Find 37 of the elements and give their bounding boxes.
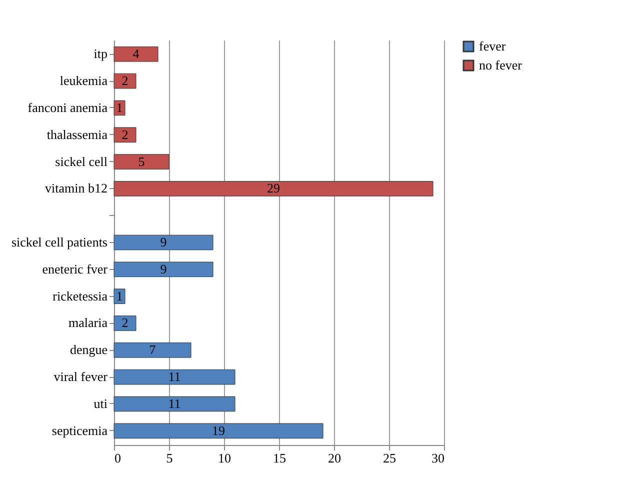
data-label: 4 xyxy=(132,46,140,62)
y-tick-label: eneteric fver xyxy=(42,261,108,276)
y-tick-label: malaria xyxy=(68,315,108,330)
y-tick-label: fanconi anemia xyxy=(28,100,108,115)
data-label: 1 xyxy=(116,100,123,115)
data-label: 1 xyxy=(116,288,123,304)
legend-label: no fever xyxy=(479,58,523,72)
data-label: 11 xyxy=(168,369,181,384)
data-label: 2 xyxy=(122,126,128,142)
x-tick-label: 10 xyxy=(218,450,231,466)
y-tick-label: vitamin b12 xyxy=(45,180,108,196)
x-tick-label: 15 xyxy=(273,450,286,466)
data-label: 2 xyxy=(122,315,128,330)
data-label: 9 xyxy=(160,261,167,276)
y-tick-label: septicemia xyxy=(52,422,108,438)
y-tick-label: leukemia xyxy=(60,73,108,88)
data-label: 11 xyxy=(168,396,181,411)
x-tick-label: 30 xyxy=(432,450,444,466)
y-tick-label: sickel cell xyxy=(55,154,108,169)
legend-label: fever xyxy=(479,38,506,54)
y-tick-label: viral fever xyxy=(54,369,108,384)
y-tick-label: ricketessia xyxy=(52,288,108,304)
y-tick-label: dengue xyxy=(70,342,108,358)
x-tick-label: 0 xyxy=(114,450,121,466)
data-label: 7 xyxy=(149,342,156,358)
x-tick-label: 25 xyxy=(383,450,396,466)
data-label: 2 xyxy=(122,73,128,88)
data-label: 29 xyxy=(267,180,280,196)
data-label: 5 xyxy=(138,154,145,169)
data-label: 9 xyxy=(160,234,167,250)
x-tick-label: 5 xyxy=(166,450,173,466)
y-tick-label: sickel cell patients xyxy=(11,234,108,250)
y-tick-label: uti xyxy=(94,396,108,411)
data-label: 19 xyxy=(212,422,225,438)
y-tick-label: thalassemia xyxy=(46,126,108,142)
x-tick-label: 20 xyxy=(328,450,341,466)
y-tick-label: itp xyxy=(94,46,108,62)
